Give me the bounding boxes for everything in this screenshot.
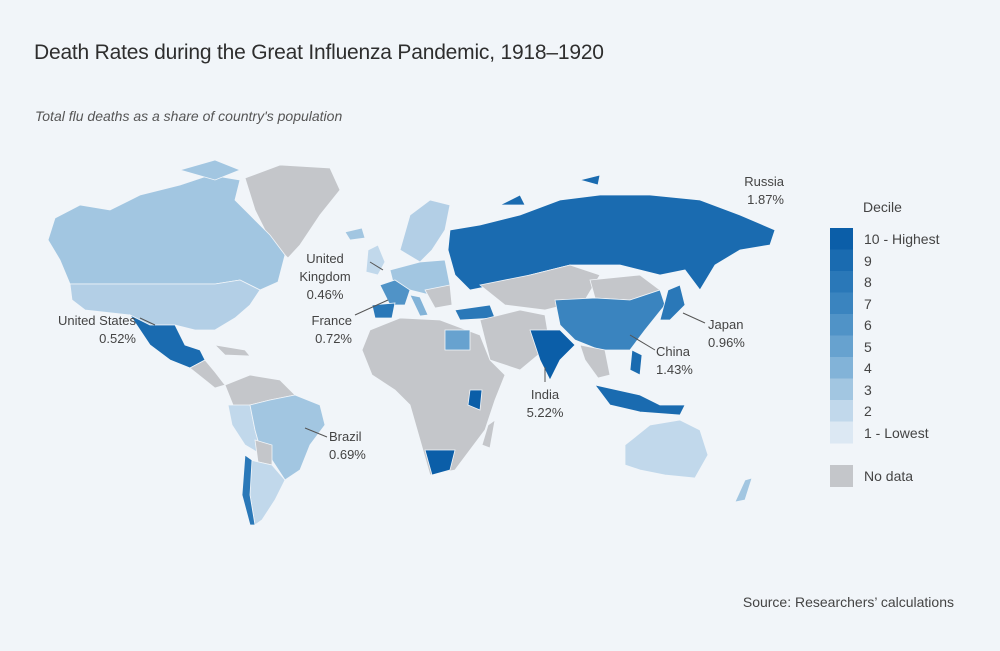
region-spain — [371, 302, 396, 319]
region-italy — [409, 294, 429, 317]
legend-swatch-8 — [830, 271, 853, 293]
legend-label-5: 5 — [864, 338, 872, 355]
region-new-zealand — [734, 477, 753, 503]
region-south-africa — [424, 449, 456, 476]
legend-swatch-6 — [830, 314, 853, 336]
legend-label-3: 3 — [864, 381, 872, 398]
legend-swatch-5 — [830, 335, 853, 358]
region-balkans — [424, 284, 453, 309]
leader-brazil — [304, 427, 328, 438]
region-mexico — [128, 313, 206, 369]
legend-swatch-1 — [830, 421, 853, 444]
annotation-united-states: United States 0.52% — [57, 313, 136, 346]
region-se-asia — [579, 344, 611, 379]
region-united-states — [69, 279, 261, 331]
legend-swatches — [830, 228, 853, 487]
page-title: Death Rates during the Great Influenza P… — [34, 41, 604, 64]
region-iceland — [344, 227, 366, 241]
region-egypt — [444, 329, 471, 351]
region-chile — [241, 454, 256, 526]
leader-us — [139, 317, 156, 326]
region-philippines — [629, 349, 643, 376]
region-central-america — [189, 344, 251, 389]
legend-label-10: 10 - Highest — [864, 231, 940, 247]
region-russia-islands — [499, 174, 601, 206]
leader-china — [629, 334, 656, 351]
annotation-france: France 0.72% — [311, 313, 352, 346]
legend-label-2: 2 — [864, 403, 872, 419]
region-madagascar — [481, 419, 496, 449]
annotation-japan: Japan 0.96% — [708, 317, 745, 350]
legend-swatch-3 — [830, 378, 853, 401]
region-france — [379, 279, 411, 306]
region-australia — [624, 419, 709, 479]
legend-swatch-10 — [830, 228, 853, 250]
region-scandinavia — [399, 199, 451, 263]
legend-label-1: 1 - Lowest — [864, 424, 929, 441]
region-china — [554, 289, 666, 351]
annotation-brazil: Brazil 0.69% — [329, 429, 366, 462]
legend-label-9: 9 — [864, 252, 872, 269]
annotation-united-kingdom: United Kingdom 0.46% — [299, 251, 351, 302]
annotation-russia: Russia 1.87% — [744, 174, 784, 207]
legend-swatch-7 — [830, 292, 853, 315]
legend-title: Decile — [863, 199, 902, 215]
annotation-india: India 5.22% — [526, 387, 564, 420]
region-kenya — [467, 389, 483, 411]
legend-label-7: 7 — [864, 295, 872, 312]
leader-uk — [369, 261, 384, 271]
legend-label-no-data: No data — [864, 468, 914, 484]
legend-swatch-4 — [830, 357, 853, 379]
legend-swatch-2 — [830, 400, 853, 422]
region-india — [529, 329, 576, 381]
annotation-china: China 1.43% — [656, 344, 693, 377]
region-russia — [447, 194, 776, 291]
legend-label-8: 8 — [864, 274, 872, 290]
region-canada-islands — [178, 159, 242, 181]
leader-japan — [682, 312, 706, 324]
legend-swatch-9 — [830, 249, 853, 272]
legend-swatch-no-data — [830, 465, 853, 487]
region-uk — [365, 244, 386, 276]
source-note: Source: Researchers’ calculations — [742, 594, 954, 610]
leader-france — [354, 299, 389, 316]
subtitle: Total flu deaths as a share of country's… — [35, 108, 343, 124]
region-indonesia — [594, 384, 686, 416]
legend-label-4: 4 — [864, 360, 872, 376]
region-japan — [659, 284, 686, 321]
legend-label-6: 6 — [864, 317, 872, 333]
